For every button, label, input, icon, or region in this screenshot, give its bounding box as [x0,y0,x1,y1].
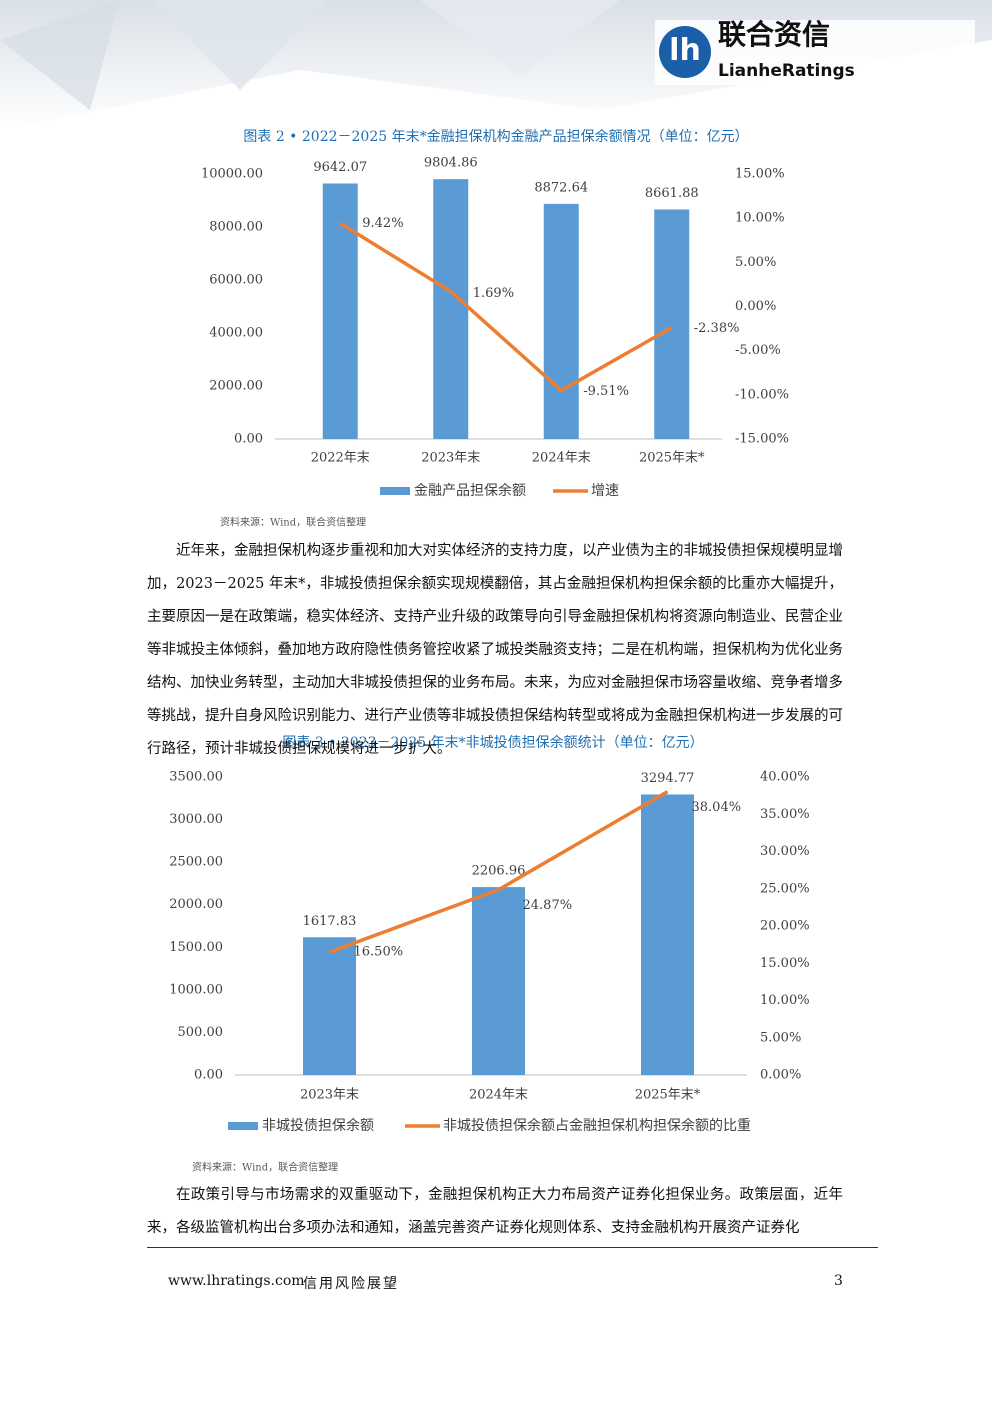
x-tick-label: 2024年末 [469,1088,528,1103]
line [328,790,669,954]
y2-tick-label: 25.00% [760,881,810,896]
brand: 联合资信 [718,18,830,51]
y2-tick-label: 35.00% [760,807,810,822]
publication: 信用风险展望 [303,1276,399,1292]
y-tick-label: 0.00 [234,432,263,447]
x-tick-label: 2023年末 [300,1088,359,1103]
y-tick-label: 6000.00 [209,273,263,288]
y-tick-label: 500.00 [178,1025,224,1040]
bar [322,183,358,439]
y2-tick-label: 10.00% [760,993,810,1008]
x-tick-label: 2022年末 [311,451,370,466]
bar-label: 8872.64 [534,180,588,195]
y2-tick-label: 5.00% [760,1030,801,1045]
source-note: 资料来源：Wind，联合资信整理 [192,1161,338,1174]
y-tick-label: 3000.00 [169,812,223,827]
line-label: -2.38% [694,321,740,336]
line-label: -9.51% [583,384,629,399]
y2-tick-label: 15.00% [735,167,785,182]
legend-label: 非城投债担保余额占金融担保机构担保余额的比重 [443,1117,751,1134]
y2-tick-label: 10.00% [735,211,785,226]
y2-tick-label: 0.00% [760,1068,801,1083]
bar [543,203,579,439]
paragraph: 近年来，金融担保机构逐步重视和加大对实体经济的支持力度，以产业债为主的非城投债担… [147,543,843,757]
y-tick-label: 10000.00 [201,167,263,182]
y2-tick-label: 30.00% [760,844,810,859]
legend-swatch [380,487,410,495]
bar [472,887,525,1075]
y-tick-label: 2000.00 [209,379,263,394]
line [339,221,673,393]
y-tick-label: 1500.00 [169,940,223,955]
bar-label: 3294.77 [641,771,695,786]
chart-title: 图表 2 • 2022－2025 年末*金融担保机构金融产品担保余额情况（单位：… [243,128,748,145]
footer-rule [147,1247,878,1248]
y-tick-label: 8000.00 [209,220,263,235]
line-label: 9.42% [362,216,403,231]
line-label: 38.04% [692,800,742,815]
y-tick-label: 4000.00 [209,326,263,341]
y2-tick-label: -10.00% [735,387,789,402]
y-tick-label: 1000.00 [169,982,223,997]
y-tick-label: 2500.00 [169,855,223,870]
x-tick-label: 2025年末* [639,451,705,466]
y2-tick-label: -15.00% [735,432,789,447]
y-tick-label: 2000.00 [169,897,223,912]
bar [433,179,469,439]
chart-title: 图表 3 • 2023－2025 年末*非城投债担保余额统计（单位：亿元） [282,734,703,751]
y-tick-label: 0.00 [194,1068,223,1083]
logo-icon [659,26,711,78]
line-label: 1.69% [473,286,514,301]
bar-label: 8661.88 [645,186,699,201]
legend-swatch [228,1122,258,1130]
header-pattern: lh 联合资信 LianheRatings [0,0,992,130]
bar [303,937,356,1075]
y-tick-label: 3500.00 [169,770,223,785]
source-note: 资料来源：Wind，联合资信整理 [220,516,366,529]
x-tick-label: 2023年末 [421,451,480,466]
x-tick-label: 2025年末* [635,1088,701,1103]
bar [654,209,690,439]
legend-label: 金融产品担保余额 [414,482,526,499]
legend-label: 非城投债担保余额 [262,1117,374,1134]
charts: 图表 2 • 2022－2025 年末*金融担保机构金融产品担保余额情况（单位：… [169,128,810,1174]
legend-label: 增速 [591,483,619,499]
paragraph: 在政策引导与市场需求的双重驱动下，金融担保机构正大力布局资产证券化担保业务。政策… [147,1187,843,1236]
y2-tick-label: 40.00% [760,770,810,785]
bar-label: 1617.83 [303,914,357,929]
line-label: 24.87% [523,898,573,913]
y2-tick-label: 5.00% [735,255,776,270]
bar-label: 2206.96 [472,864,526,879]
bar-label: 9642.07 [313,160,367,175]
x-tick-label: 2024年末 [532,451,591,466]
svg-text:lh: lh [669,33,701,68]
website: www.lhratings.com [168,1273,305,1289]
y2-tick-label: 0.00% [735,299,776,314]
y2-tick-label: -5.00% [735,343,781,358]
bar [641,794,694,1075]
bar-label: 9804.86 [424,156,478,171]
y2-tick-label: 20.00% [760,919,810,934]
page-number: 3 [834,1273,843,1289]
line-label: 16.50% [354,945,404,960]
y2-tick-label: 15.00% [760,956,810,971]
brand-en: LianheRatings [718,61,855,81]
